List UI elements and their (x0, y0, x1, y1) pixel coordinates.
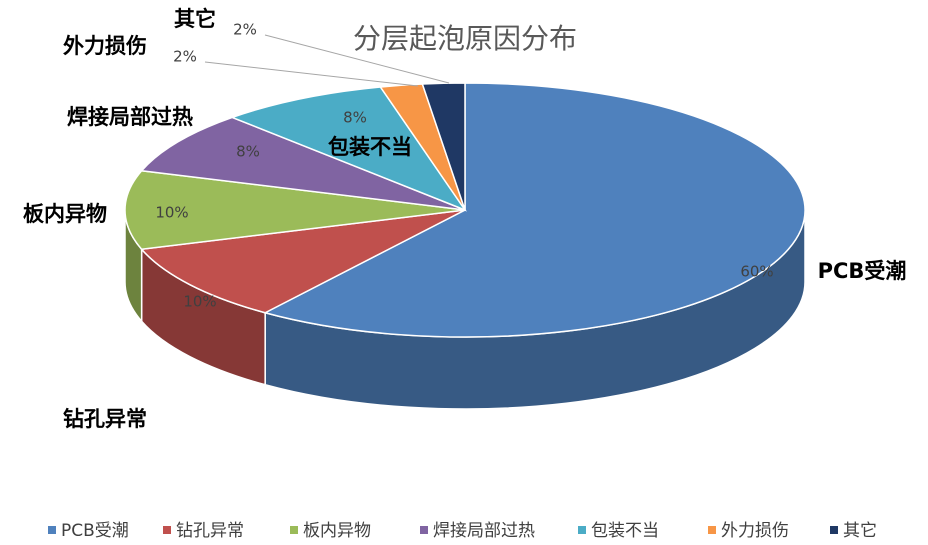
legend-label: 钻孔异常 (176, 521, 244, 541)
legend-marker (420, 526, 428, 534)
pie-slice (140, 209, 466, 314)
category-label: 包装不当 (328, 135, 412, 159)
legend-label: 包装不当 (591, 521, 659, 541)
category-label: 其它 (174, 7, 216, 31)
data-label: 2% (173, 48, 197, 66)
pie-slice (140, 116, 466, 211)
data-label: 10% (155, 204, 188, 222)
data-label: 60% (740, 263, 773, 281)
leader-line (204, 61, 419, 87)
legend-marker (163, 526, 171, 534)
data-label: 8% (236, 143, 260, 161)
data-label: 2% (233, 21, 257, 39)
pie-slice (263, 82, 806, 338)
category-label: PCB受潮 (818, 259, 907, 283)
pie-slice (421, 82, 466, 211)
pie-slice (230, 86, 468, 212)
legend-label: 外力损伤 (721, 521, 789, 541)
chart-title: 分层起泡原因分布 (353, 22, 577, 55)
legend-marker (290, 526, 298, 534)
leader-line (264, 34, 450, 84)
category-label: 钻孔异常 (63, 407, 147, 431)
legend-marker (578, 526, 586, 534)
category-label: 焊接局部过热 (67, 105, 193, 129)
pie-slice (124, 169, 466, 251)
data-label: 10% (183, 293, 216, 311)
legend-label: 板内异物 (303, 521, 371, 541)
data-label: 8% (343, 109, 367, 127)
legend-marker (48, 526, 56, 534)
category-label: 外力损伤 (63, 34, 147, 58)
legend-marker (830, 526, 838, 534)
legend-marker (708, 526, 716, 534)
legend-label: 其它 (843, 521, 877, 541)
legend-label: 焊接局部过热 (433, 521, 535, 541)
legend-label: PCB受潮 (61, 521, 129, 541)
category-label: 板内异物 (23, 202, 107, 226)
